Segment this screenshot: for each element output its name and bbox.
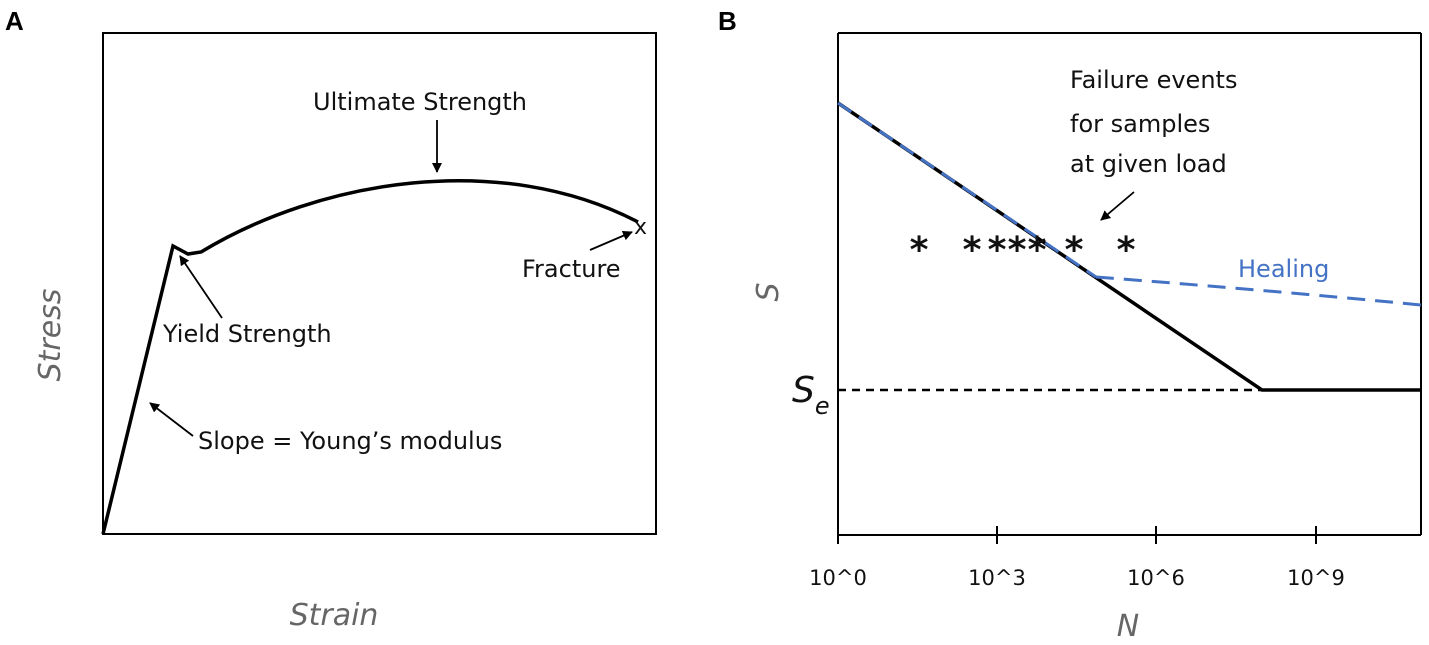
slope-arrow [149, 402, 194, 437]
strain-axis-title: Strain [290, 598, 379, 633]
panel-a-frame [102, 32, 657, 535]
failure-event-star: * [1065, 230, 1084, 271]
yield-strength-arrow [179, 255, 223, 319]
tick-label-3: 10^3 [968, 566, 1026, 590]
fracture-mark: x [634, 215, 647, 240]
panel-b: B 10^0 10^3 10^6 10^9 Healing * * * * * … [718, 6, 1422, 644]
endurance-limit-label: Se [792, 370, 830, 420]
yield-strength-label: Yield Strength [162, 320, 332, 348]
endurance-limit-symbol: S [792, 370, 815, 411]
sn-curve [837, 101, 1421, 392]
ultimate-strength-label: Ultimate Strength [313, 88, 527, 116]
stress-axis-title: Stress [33, 289, 68, 382]
healing-label: Healing [1238, 255, 1329, 283]
failure-events-arrow [1100, 191, 1135, 221]
failure-events-line-3: at given load [1070, 150, 1227, 178]
failure-event-star: * [1008, 230, 1027, 271]
failure-event-star: * [1117, 230, 1136, 271]
failure-events-line-1: Failure events [1070, 66, 1237, 94]
endurance-limit-subscript: e [815, 392, 830, 420]
tick-label-0: 10^0 [809, 566, 867, 590]
healing-curve [1095, 275, 1422, 307]
healing-overlay-dashed [837, 101, 1097, 279]
failure-events-line-2: for samples [1070, 110, 1210, 138]
n-axis-title: N [1117, 609, 1139, 644]
fracture-arrow [589, 230, 633, 251]
tick-label-6: 10^6 [1127, 566, 1185, 590]
slope-label: Slope = Young’s modulus [198, 427, 502, 455]
stress-strain-curve [101, 178, 639, 535]
fracture-label: Fracture [522, 255, 621, 283]
s-axis-title: S [751, 282, 786, 301]
panel-b-letter: B [718, 6, 737, 36]
failure-event-star: * [963, 230, 982, 271]
panel-a: A x Ultimate Strength Fracture Yield Str… [5, 6, 657, 633]
failure-event-star: * [910, 230, 929, 271]
failure-event-star: * [988, 230, 1007, 271]
tick-label-9: 10^9 [1287, 566, 1345, 590]
panel-a-letter: A [5, 6, 24, 36]
failure-event-star: * [1028, 230, 1047, 271]
